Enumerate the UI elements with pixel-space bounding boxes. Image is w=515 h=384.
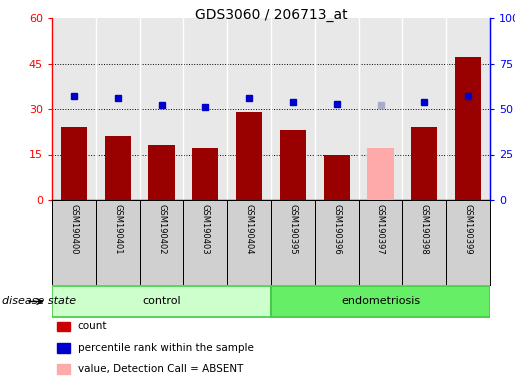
Text: control: control — [142, 296, 181, 306]
Text: GSM190399: GSM190399 — [464, 204, 473, 255]
Bar — [402, 200, 446, 285]
Bar — [402, 200, 446, 285]
Bar — [192, 149, 218, 200]
Bar — [140, 200, 183, 285]
Text: GSM190397: GSM190397 — [376, 204, 385, 255]
Text: GSM190401: GSM190401 — [113, 204, 122, 255]
Text: count: count — [78, 321, 107, 331]
Bar — [57, 364, 70, 374]
Text: GSM190404: GSM190404 — [245, 204, 253, 255]
Bar — [315, 200, 358, 285]
Text: disease state: disease state — [2, 296, 76, 306]
Bar — [52, 286, 271, 317]
Bar — [183, 200, 227, 285]
Bar — [367, 149, 393, 200]
Bar — [446, 200, 490, 285]
Bar — [455, 58, 481, 200]
Text: GSM190398: GSM190398 — [420, 204, 429, 255]
Bar — [271, 286, 490, 317]
Text: percentile rank within the sample: percentile rank within the sample — [78, 343, 253, 353]
Bar — [271, 286, 490, 317]
Bar — [52, 200, 96, 285]
Bar — [280, 130, 306, 200]
Bar — [57, 322, 70, 331]
Bar — [57, 343, 70, 353]
Text: GDS3060 / 206713_at: GDS3060 / 206713_at — [195, 8, 347, 22]
Bar — [96, 200, 140, 285]
Bar — [148, 146, 175, 200]
Bar — [271, 200, 315, 285]
Bar — [358, 200, 402, 285]
Bar — [323, 154, 350, 200]
Bar — [183, 200, 227, 285]
Text: GSM190403: GSM190403 — [201, 204, 210, 255]
Bar — [315, 200, 358, 285]
Text: value, Detection Call = ABSENT: value, Detection Call = ABSENT — [78, 364, 243, 374]
Bar — [236, 112, 262, 200]
Text: GSM190395: GSM190395 — [288, 204, 297, 255]
Bar — [446, 200, 490, 285]
Bar — [52, 286, 271, 317]
Bar — [227, 200, 271, 285]
Bar — [52, 200, 96, 285]
Bar — [105, 136, 131, 200]
Bar — [411, 127, 437, 200]
Bar — [96, 200, 140, 285]
Bar — [61, 127, 87, 200]
Text: endometriosis: endometriosis — [341, 296, 420, 306]
Text: GSM190402: GSM190402 — [157, 204, 166, 255]
Bar — [271, 200, 315, 285]
Bar — [140, 200, 183, 285]
Bar — [358, 200, 402, 285]
Text: GSM190400: GSM190400 — [70, 204, 78, 255]
Bar — [227, 200, 271, 285]
Text: GSM190396: GSM190396 — [332, 204, 341, 255]
